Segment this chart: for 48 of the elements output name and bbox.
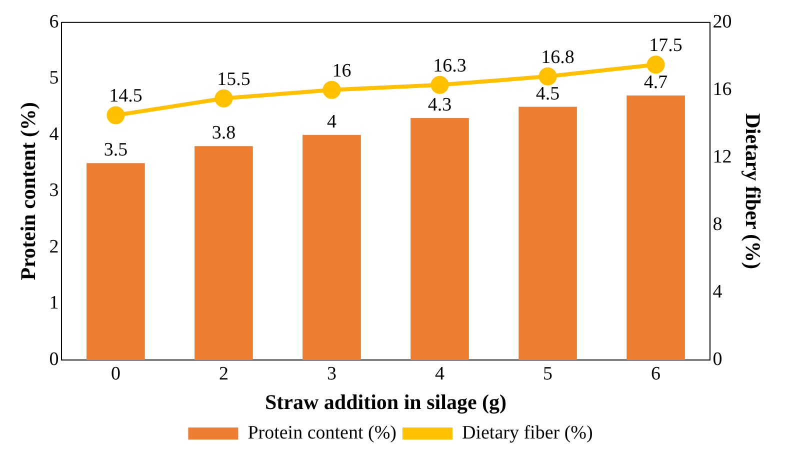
bar [194,146,253,360]
data-label: 14.5 [109,86,142,107]
legend-label: Dietary fiber (%) [462,422,593,444]
data-label: 15.5 [217,68,250,90]
x-tick-label: 3 [326,363,336,384]
y2-tick-label: 20 [712,11,732,32]
y-tick-label: 0 [49,348,59,370]
y2-tick-label: 4 [712,281,723,302]
x-tick-label: 2 [218,363,228,384]
y-tick-label: 6 [49,11,59,32]
bar [302,134,361,360]
y-tick-label: 1 [49,292,59,314]
bar [86,163,145,360]
y2-tick-label: 0 [712,348,722,370]
y-axis-title: Protein content (%) [16,102,40,280]
data-label: 4.5 [536,83,560,104]
point [322,80,341,99]
data-label: 3.5 [104,140,128,161]
x-tick-label: 0 [110,363,120,384]
point [430,76,449,94]
data-label: 16.8 [541,46,574,68]
data-label: 3.8 [212,122,236,144]
y2-tick-label: 8 [712,214,722,235]
point [106,106,125,124]
x-tick-label: 4 [435,363,446,384]
bar [410,118,469,360]
legend-label: Protein content (%) [248,422,396,444]
x-tick-label: 5 [543,363,553,384]
point [214,89,233,108]
x-axis-title: Straw addition in silage (g) [264,390,507,414]
y2-tick-label: 16 [712,78,732,100]
data-label: 4.3 [428,94,452,116]
y-tick-label: 3 [49,180,59,202]
data-label: 16.3 [433,55,466,76]
bar [626,96,685,360]
data-label: 4 [326,111,337,132]
y-tick-label: 5 [49,68,59,89]
point [538,67,557,86]
data-label: 17.5 [649,35,682,56]
y-tick-label: 4 [49,124,60,145]
y2-axis-title: Dietary fiber (%) [740,113,765,270]
point [646,56,665,74]
y2-tick-label: 12 [712,146,732,168]
data-label: 16 [332,60,352,82]
data-label: 4.7 [644,72,668,94]
y-tick-label: 2 [49,236,59,258]
bar [518,106,577,360]
x-tick-label: 6 [651,363,661,384]
